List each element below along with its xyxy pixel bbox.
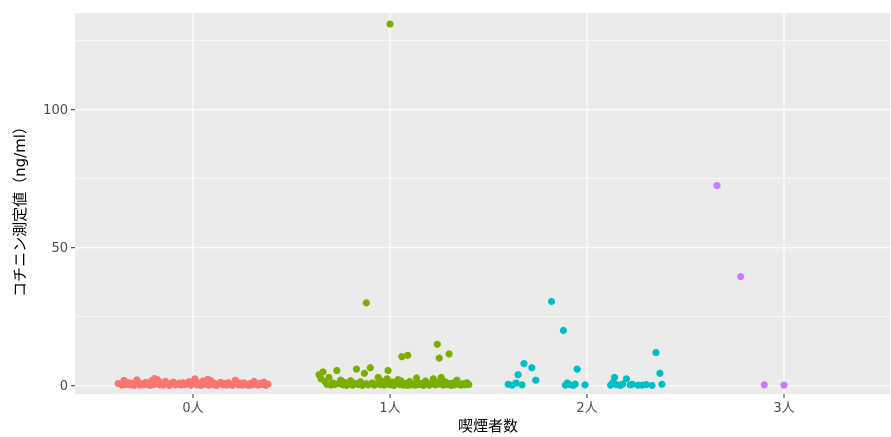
data-point (581, 381, 589, 389)
x-axis-title: 喫煙者数 (458, 417, 518, 435)
data-point (518, 381, 526, 389)
data-point (398, 353, 406, 361)
data-point (634, 381, 642, 389)
x-axis-ticks: 0人 1人 2人 3人 (182, 394, 795, 416)
data-point (435, 354, 443, 362)
x-tick-label: 3人 (773, 401, 794, 416)
data-point (610, 373, 619, 382)
x-tick-label: 1人 (379, 401, 400, 416)
y-tick-label: 50 (51, 241, 68, 256)
y-tick-label: 0 (60, 379, 68, 394)
data-point (652, 348, 660, 357)
data-point (445, 350, 453, 358)
data-point (559, 326, 567, 335)
data-point (404, 351, 412, 359)
data-point (383, 375, 391, 383)
data-point (532, 376, 540, 384)
y-axis-title: コチニン測定値（ng/ml） (11, 119, 29, 297)
data-point (133, 376, 141, 384)
data-point (622, 375, 631, 383)
data-point (760, 381, 768, 389)
data-point (264, 380, 272, 388)
data-point (656, 369, 664, 377)
data-point (231, 376, 239, 384)
data-point (658, 380, 666, 388)
data-point (362, 299, 370, 307)
data-point (319, 368, 327, 376)
data-point (713, 181, 721, 190)
data-point (433, 340, 441, 348)
data-point (573, 365, 581, 373)
data-point (780, 381, 788, 389)
data-point (512, 379, 520, 387)
y-axis-ticks: 0 50 100 (43, 103, 75, 394)
data-point (642, 381, 650, 389)
data-point (325, 373, 333, 382)
data-point (520, 360, 528, 368)
data-point (528, 364, 536, 372)
data-point (618, 380, 627, 388)
data-point (150, 374, 159, 383)
data-point (386, 20, 394, 28)
data-point (397, 377, 405, 385)
data-point (648, 381, 656, 390)
data-point (628, 380, 636, 388)
y-tick-label: 100 (43, 103, 68, 118)
data-points (114, 20, 788, 390)
data-point (737, 273, 745, 281)
data-point (571, 380, 579, 388)
data-point (204, 375, 212, 383)
data-point (514, 371, 522, 379)
data-point (333, 366, 341, 375)
x-tick-label: 0人 (182, 401, 203, 416)
data-point (352, 365, 361, 373)
data-point (465, 381, 473, 389)
data-point (412, 374, 421, 382)
data-point (366, 364, 374, 372)
plot-panel (75, 13, 890, 394)
data-point (384, 366, 392, 375)
x-tick-label: 2人 (576, 401, 597, 416)
data-point (360, 369, 368, 377)
data-point (547, 297, 556, 306)
